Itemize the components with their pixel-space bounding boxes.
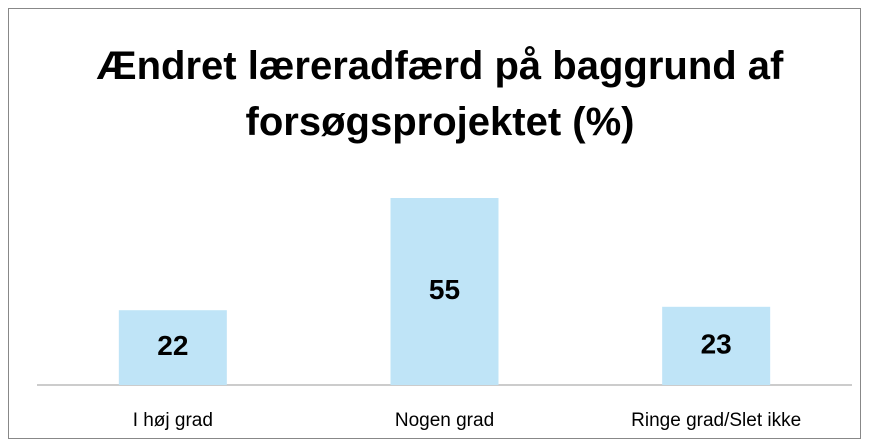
chart-frame [8,8,861,439]
bar [390,198,499,385]
x-tick-label: I høj grad [133,410,213,431]
x-tick-label: Nogen grad [395,410,494,431]
data-label: 55 [429,274,460,305]
bar [118,310,227,385]
bar [662,306,771,385]
chart-title: Ændret læreradfærd på baggrund af forsøg… [96,44,784,144]
data-label: 23 [701,328,732,359]
x-tick-label: Ringe grad/Slet ikke [631,410,801,431]
data-label: 22 [157,330,188,361]
